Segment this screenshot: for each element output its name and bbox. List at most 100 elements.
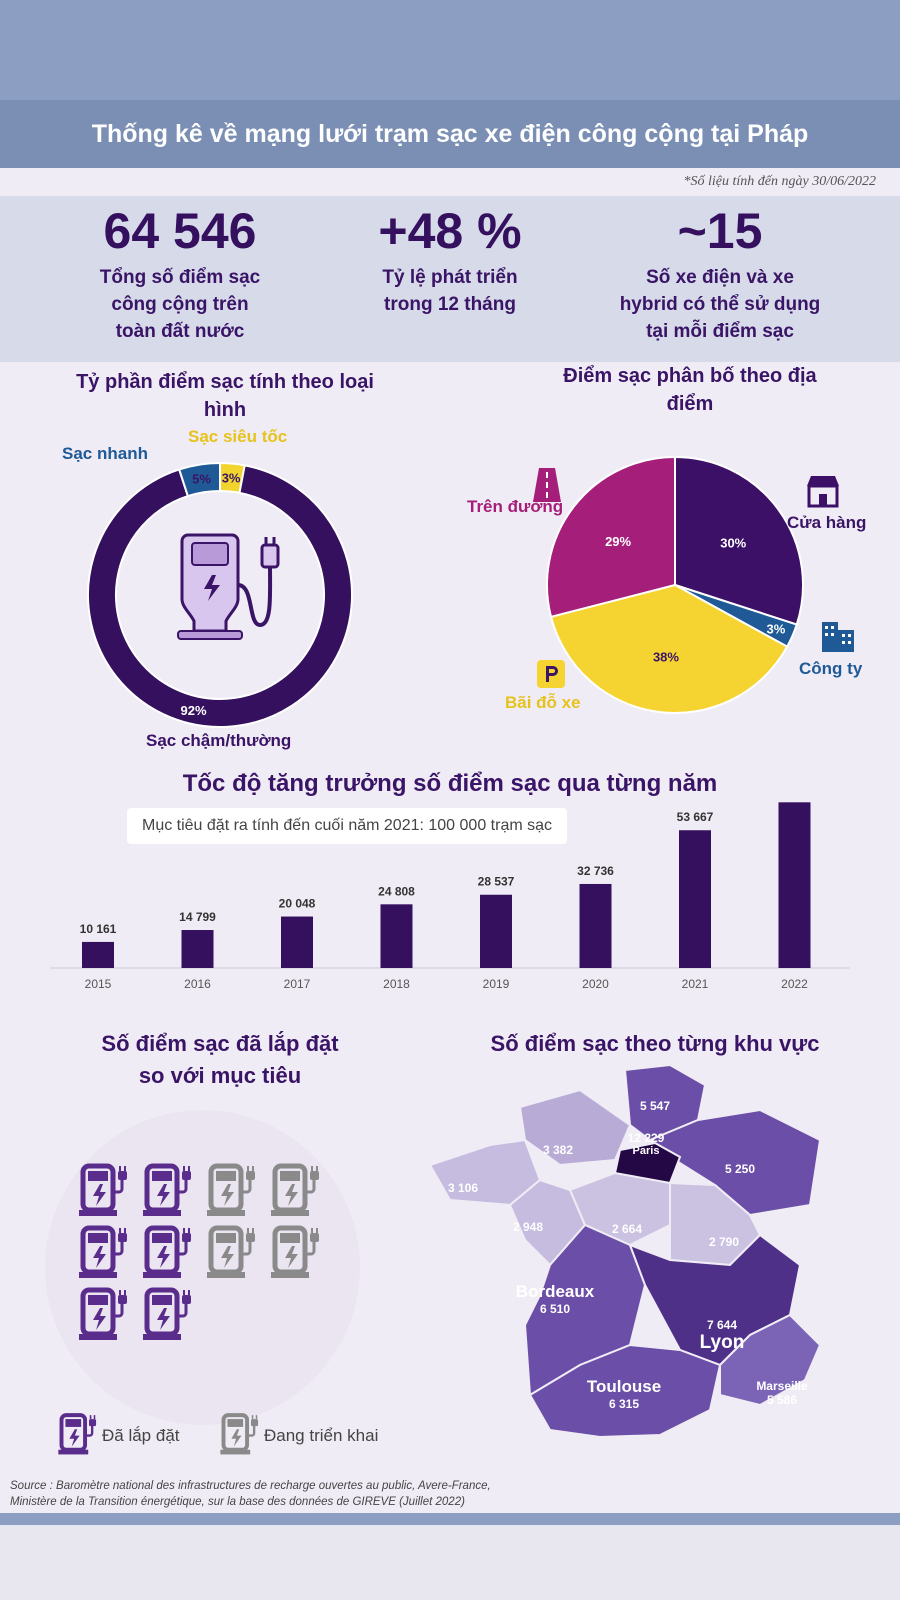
installed-backdrop — [45, 1110, 360, 1425]
source-line: Source : Baromètre national des infrastr… — [10, 1480, 491, 1492]
kpi-value: +48 % — [378, 203, 522, 259]
charger-illustration — [177, 533, 280, 640]
x-tick-label: 2016 — [184, 977, 211, 991]
donut-chart: 3% 92% 5% — [87, 461, 353, 728]
charger-installed-icon — [79, 1287, 127, 1340]
x-tick-label: 2019 — [483, 977, 510, 991]
region-city: Toulouse — [586, 1377, 662, 1396]
region-label: 5 547 — [640, 1099, 670, 1113]
region-label: 7 644 Lyon — [700, 1318, 745, 1354]
bar — [480, 894, 512, 968]
charger-installed-icon — [143, 1287, 191, 1340]
donut-label-fast: Sạc nhanh — [62, 444, 148, 463]
kpi-band — [0, 196, 900, 362]
kpi-label-line: trong 12 tháng — [384, 294, 516, 315]
pie-slice — [674, 455, 804, 626]
donut-slice-label: 92% — [181, 703, 207, 718]
installed-title-line: Số điểm sạc đã lắp đặt — [101, 1031, 339, 1056]
bar-value-label: 28 537 — [478, 875, 515, 889]
region-city: Paris — [632, 1145, 660, 1157]
charger-pending-icon — [220, 1413, 259, 1455]
region-value: 5 547 — [639, 1099, 671, 1113]
charger-pending-icon — [207, 1225, 255, 1278]
x-tick-label: 2020 — [582, 977, 609, 991]
region-occitanie — [528, 1343, 722, 1439]
region-label: 2 948 — [513, 1220, 543, 1234]
charger-grid — [78, 1162, 338, 1362]
region-city: Marseille — [756, 1379, 808, 1393]
x-tick-label: 2015 — [85, 977, 112, 991]
region-value: 2 790 — [708, 1235, 740, 1249]
shop-icon — [807, 476, 839, 508]
region-normandie — [518, 1088, 632, 1167]
pie-slice — [549, 583, 789, 714]
legend-installed: Đã lắp đặt — [58, 1412, 180, 1461]
region-value: 12 229 — [627, 1131, 665, 1145]
region-city: Lyon — [699, 1332, 745, 1353]
source-line: Ministère de la Transition énergétique, … — [10, 1496, 465, 1508]
region-value: 2 948 — [512, 1220, 544, 1234]
kpi-total-points: 64 546 Tổng số điểm sạc công cộng trên t… — [40, 200, 320, 345]
pie-title: Điểm sạc phân bố theo địa điểm — [563, 365, 817, 415]
charger-installed-icon — [79, 1163, 127, 1216]
donut-title: Tỷ phần điểm sạc tính theo loại hình — [76, 371, 374, 421]
location-pie-chart: 30% 3% 38% 29% — [546, 455, 804, 714]
bottom-bar — [0, 1513, 900, 1525]
office-building-icon — [822, 622, 854, 652]
region-city: Bordeaux — [515, 1282, 595, 1301]
pie-slice-label: 3% — [767, 622, 786, 637]
donut-slice — [87, 464, 353, 728]
installed-title: Số điểm sạc đã lắp đặt so với mục tiêu — [40, 1028, 400, 1092]
bar-chart-title: Tốc độ tăng trưởng số điểm sạc qua từng … — [182, 770, 718, 797]
x-tick-label: 2017 — [284, 977, 311, 991]
region-value: 6 510 — [539, 1302, 571, 1316]
bar-value-label: 14 799 — [179, 910, 216, 924]
kpi-label-line: Tổng số điểm sạc — [99, 267, 261, 288]
bar-value-label: 20 048 — [279, 897, 316, 911]
charger-installed-icon — [143, 1163, 191, 1216]
page-title: Thống kê về mạng lưới trạm sạc xe điện c… — [91, 119, 809, 148]
x-tick-label: 2022 — [781, 977, 808, 991]
bar-value-label: 24 808 — [378, 884, 415, 898]
bar — [579, 883, 612, 968]
charger-pending-icon — [271, 1225, 319, 1278]
region-value: 7 644 — [706, 1318, 738, 1332]
region-label: 12 229 Paris — [628, 1131, 665, 1157]
donut-label-ultrafast: Sạc siêu tốc — [188, 427, 288, 446]
donut-slice-label: 3% — [222, 471, 241, 486]
bar-value-label: 53 667 — [677, 810, 714, 824]
kpi-label-line: công cộng trên — [111, 294, 249, 315]
charger-installed-icon — [79, 1225, 127, 1278]
legend-pending-label: Đang triển khai — [264, 1426, 379, 1445]
legend-pending: Đang triển khai — [220, 1412, 378, 1461]
region-label: Bordeaux 6 510 — [516, 1282, 594, 1316]
bar — [778, 802, 811, 968]
installed-title-line: so với mục tiêu — [138, 1063, 302, 1088]
source-note: Source : Baromètre national des infrastr… — [10, 1478, 890, 1510]
charger-installed-icon — [143, 1225, 191, 1278]
kpi-label: Số xe điện và xe hybrid có thể sử dụng t… — [580, 264, 860, 345]
kpi-label-line: Số xe điện và xe — [646, 267, 794, 288]
region-value: 5 586 — [766, 1393, 798, 1407]
bar — [181, 930, 214, 968]
bar — [281, 916, 313, 968]
donut-slice-label: 5% — [192, 471, 211, 486]
charger-pending-icon — [271, 1163, 319, 1216]
kpi-vehicles-per-point: ~15 Số xe điện và xe hybrid có thể sử dụ… — [580, 200, 860, 345]
pie-slice-label: 38% — [653, 649, 679, 664]
region-label: 5 250 — [725, 1162, 755, 1176]
top-band — [0, 0, 900, 100]
pie-slice-label: 29% — [605, 534, 631, 549]
kpi-label: Tổng số điểm sạc công cộng trên toàn đất… — [40, 264, 320, 345]
region-label: Toulouse 6 315 — [587, 1377, 661, 1411]
pie-label-parking: Bãi đỗ xe — [505, 693, 581, 712]
charger-installed-icon — [58, 1413, 97, 1455]
kpi-label-line: tại mỗi điểm sạc — [646, 321, 794, 342]
growth-bar-chart: 10 161 2015 14 799 2016 20 048 2017 24 808 2018… — [50, 802, 850, 991]
map-title: Số điểm sạc theo từng khu vực — [490, 1031, 820, 1056]
road-icon — [533, 468, 561, 502]
france-region-map — [430, 1065, 822, 1439]
region-paca — [719, 1313, 822, 1407]
date-note: *Số liệu tính đến ngày 30/06/2022 — [683, 174, 876, 189]
region-value: 2 664 — [611, 1222, 643, 1236]
